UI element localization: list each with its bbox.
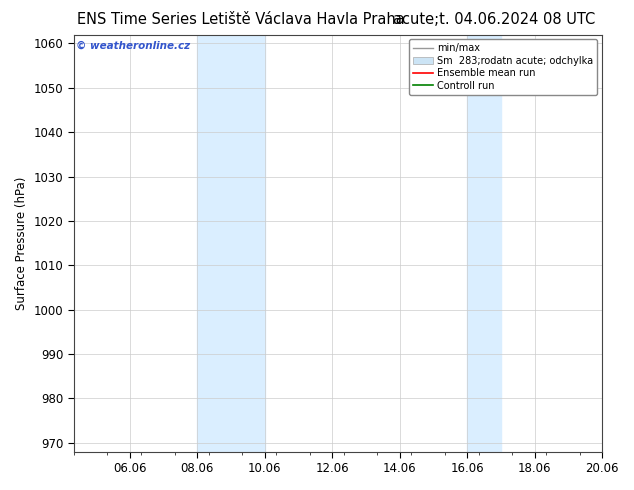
Text: ENS Time Series Letiště Václava Havla Praha: ENS Time Series Letiště Václava Havla Pr… [77, 12, 404, 27]
Text: © weatheronline.cz: © weatheronline.cz [76, 41, 190, 51]
Y-axis label: Surface Pressure (hPa): Surface Pressure (hPa) [15, 176, 28, 310]
Bar [197, 35, 265, 452]
Bar [467, 35, 501, 452]
Legend: min/max, Sm  283;rodatn acute; odchylka, Ensemble mean run, Controll run: min/max, Sm 283;rodatn acute; odchylka, … [409, 40, 597, 95]
Text: acute;t. 04.06.2024 08 UTC: acute;t. 04.06.2024 08 UTC [393, 12, 596, 27]
